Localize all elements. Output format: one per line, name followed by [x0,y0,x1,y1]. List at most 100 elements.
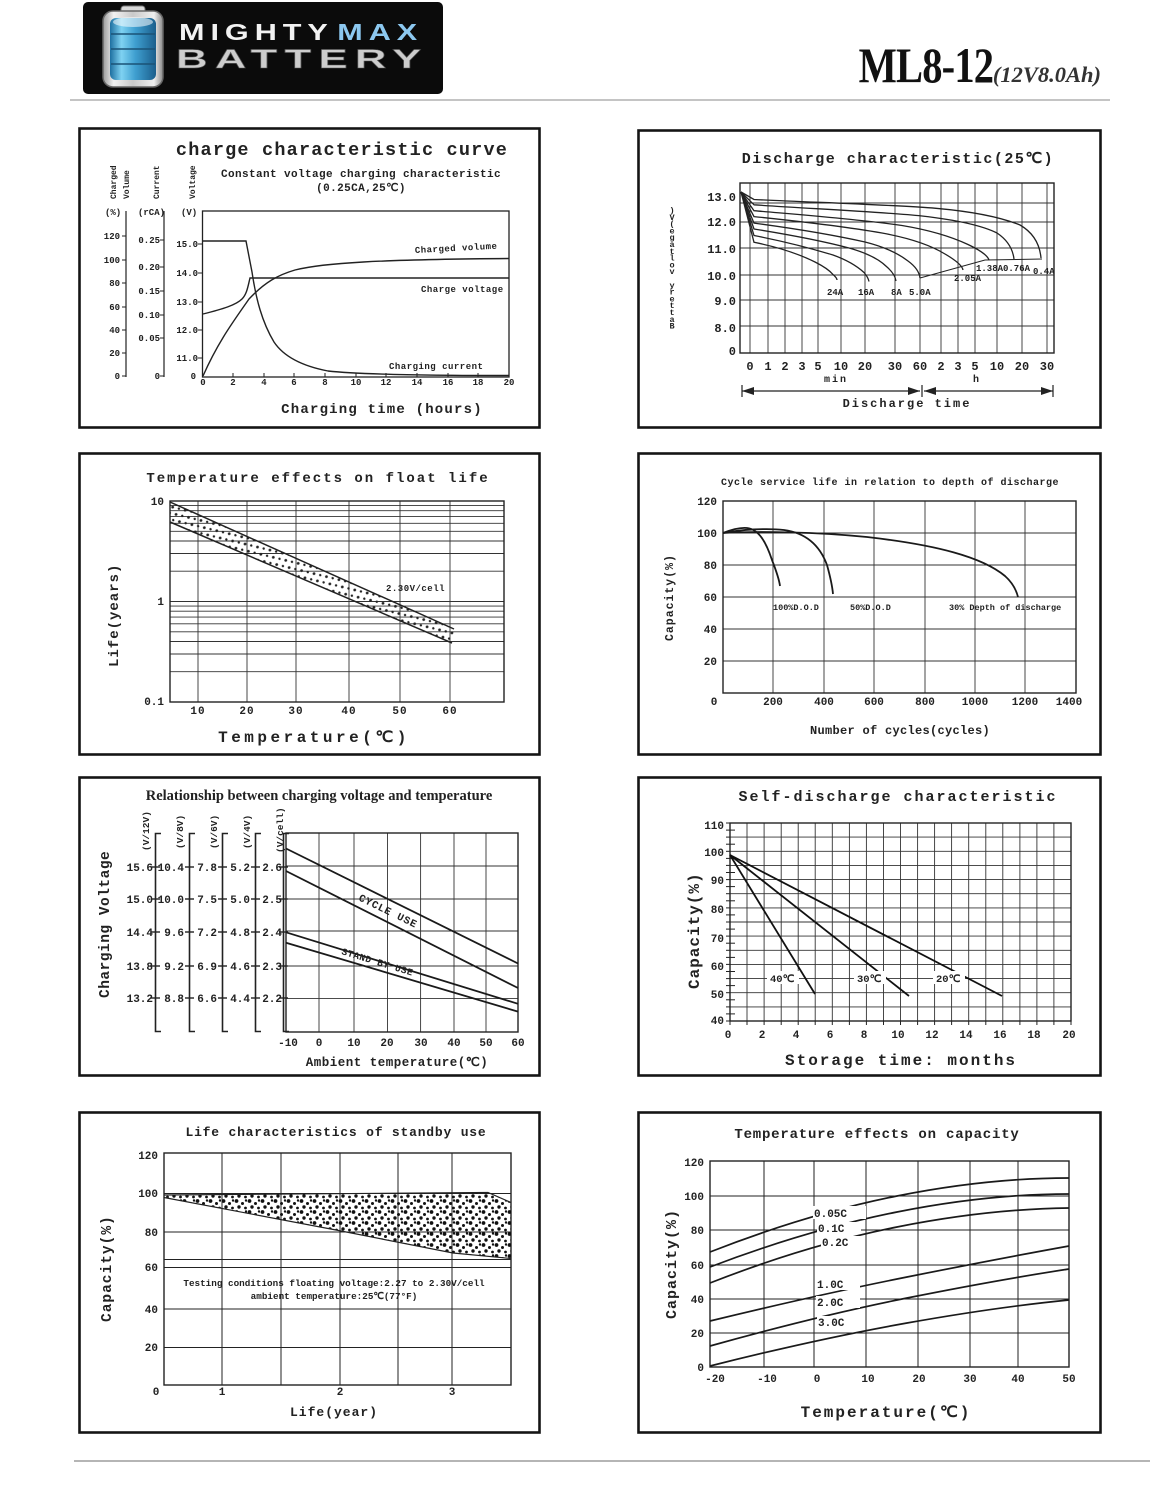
svg-text:2.6: 2.6 [262,863,282,875]
svg-text:): ) [669,206,674,216]
svg-text:Temperature effects on float l: Temperature effects on float life [146,471,489,487]
svg-text:Charge voltage: Charge voltage [421,285,504,295]
svg-text:30: 30 [1040,360,1054,374]
svg-text:2: 2 [337,1387,344,1399]
svg-text:20: 20 [145,1343,158,1355]
svg-text:13.0: 13.0 [707,191,736,205]
svg-text:6.9: 6.9 [197,962,217,974]
svg-text:8: 8 [861,1030,868,1042]
svg-text:t: t [669,301,674,311]
svg-text:Charging time (hours): Charging time (hours) [281,402,483,418]
svg-text:8.0: 8.0 [714,322,736,336]
svg-text:a: a [669,240,674,250]
svg-text:10: 10 [347,1038,360,1050]
svg-text:120: 120 [684,1158,704,1170]
svg-text:13.2: 13.2 [127,994,153,1006]
svg-text:Charging current: Charging current [389,362,483,372]
svg-text:0: 0 [814,1374,821,1386]
svg-text:9.6: 9.6 [164,928,184,940]
svg-text:5: 5 [971,360,978,374]
svg-text:80: 80 [704,561,717,573]
svg-text:0.10: 0.10 [138,311,160,321]
svg-text:0: 0 [316,1038,323,1050]
svg-text:h: h [973,374,981,386]
svg-text:0: 0 [200,378,205,388]
svg-text:120: 120 [138,1151,158,1163]
svg-text:Cycle service life in relation: Cycle service life in relation to depth … [721,477,1059,489]
svg-text:20: 20 [912,1374,925,1386]
svg-text:v: v [669,267,674,277]
svg-text:t: t [669,247,674,257]
svg-text:2.05A: 2.05A [954,274,982,284]
svg-text:1.0C: 1.0C [817,1280,844,1292]
svg-text:0.05: 0.05 [138,334,160,344]
svg-text:ambient temperature:25℃(77°F): ambient temperature:25℃(77°F) [251,1291,418,1302]
svg-text:40: 40 [691,1295,704,1307]
svg-text:600: 600 [864,697,884,709]
svg-text:-20: -20 [705,1374,725,1386]
svg-text:50: 50 [479,1038,492,1050]
svg-text:(V/12V): (V/12V) [141,811,152,851]
svg-text:12.0: 12.0 [176,326,198,336]
svg-text:9.0: 9.0 [714,295,736,309]
svg-text:Life(years): Life(years) [107,564,123,667]
svg-text:100: 100 [138,1189,158,1201]
svg-text:g: g [669,233,674,243]
svg-text:100%D.O.D: 100%D.O.D [773,603,819,613]
svg-text:(V): (V) [181,208,197,218]
svg-text:100: 100 [704,848,724,860]
svg-text:15.0: 15.0 [176,240,198,250]
svg-text:10.4: 10.4 [158,863,185,875]
svg-text:10: 10 [190,706,205,718]
svg-text:0.25: 0.25 [138,236,160,246]
svg-text:10: 10 [351,378,362,388]
svg-text:20: 20 [380,1038,393,1050]
svg-text:50: 50 [392,706,407,718]
svg-text:Temperature effects on capacit: Temperature effects on capacity [734,1127,1019,1143]
svg-text:5: 5 [814,360,821,374]
svg-text:y: y [669,281,674,291]
svg-text:4.6: 4.6 [230,962,250,974]
svg-text:11.0: 11.0 [707,243,736,257]
svg-text:(%): (%) [105,208,121,218]
svg-text:10.0: 10.0 [158,895,184,907]
svg-text:40: 40 [704,625,717,637]
svg-text:Charged: Charged [110,165,119,199]
svg-text:7.8: 7.8 [197,863,217,875]
svg-text:100: 100 [104,256,120,266]
svg-text:80: 80 [145,1228,158,1240]
svg-text:2.30V/cell: 2.30V/cell [386,584,445,594]
svg-text:7.2: 7.2 [197,928,217,940]
svg-text:0.15: 0.15 [138,287,160,297]
svg-text:60: 60 [691,1261,704,1273]
svg-text:15.0: 15.0 [127,895,153,907]
svg-text:min: min [824,374,848,386]
svg-text:50: 50 [1062,1374,1075,1386]
svg-text:16: 16 [443,378,454,388]
svg-text:0.1C: 0.1C [818,1224,845,1236]
svg-text:2.4: 2.4 [262,928,282,940]
svg-text:(V/6V): (V/6V) [209,815,220,849]
svg-text:Discharge characteristic(25℃): Discharge characteristic(25℃) [742,151,1054,168]
svg-text:50%D.O.D: 50%D.O.D [850,603,891,613]
svg-text:-10: -10 [278,1038,298,1050]
svg-text:8.8: 8.8 [164,994,184,1006]
svg-text:13.8: 13.8 [127,962,154,974]
svg-text:(V/8V): (V/8V) [175,815,186,849]
svg-text:0: 0 [115,372,120,382]
svg-text:20: 20 [504,378,515,388]
svg-text:3: 3 [449,1387,456,1399]
svg-text:60: 60 [711,962,724,974]
svg-text:0.2C: 0.2C [822,1238,849,1250]
svg-text:800: 800 [915,697,935,709]
svg-text:5.2: 5.2 [230,863,250,875]
svg-text:10: 10 [861,1374,874,1386]
svg-text:Number of cycles(cycles): Number of cycles(cycles) [810,724,990,738]
svg-text:70: 70 [711,934,724,946]
svg-text:12: 12 [925,1030,938,1042]
svg-text:5.0: 5.0 [230,895,250,907]
svg-text:120: 120 [104,232,120,242]
svg-text:30: 30 [963,1374,976,1386]
svg-text:40: 40 [145,1305,158,1317]
svg-text:BATTERY: BATTERY [176,43,429,73]
